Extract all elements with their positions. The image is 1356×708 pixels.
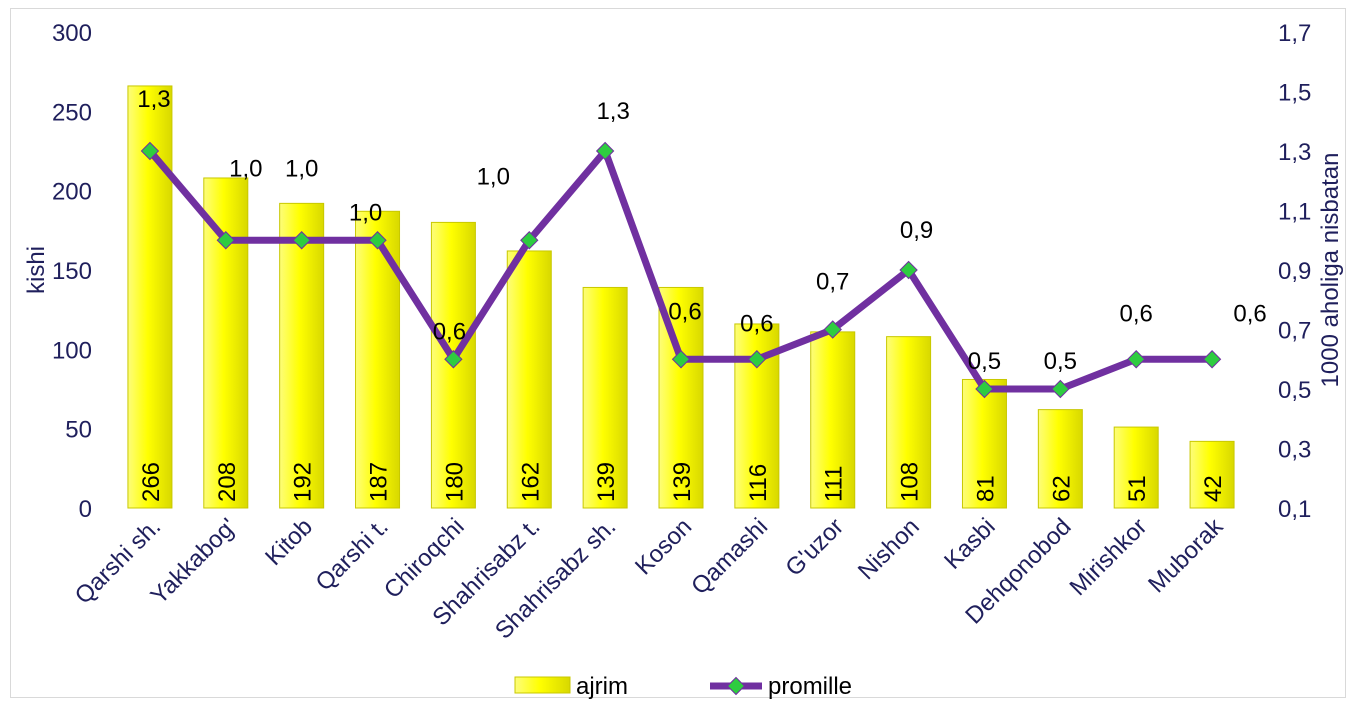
promille-point [140,141,160,161]
category-label: Kasbi [939,513,1001,575]
left-tick-label: 0 [79,496,92,523]
promille-point [520,231,539,250]
bar-value-label: 139 [669,462,696,502]
promille-value-label: 0,6 [668,298,701,325]
left-axis-title: kishi [23,246,50,294]
category-label: Kitob [260,513,318,571]
promille-value-label: 1,0 [285,155,318,182]
bar-value-label: 192 [290,462,317,502]
promille-point [1202,350,1222,369]
bar [961,378,1007,509]
left-tick-label: 300 [52,20,92,47]
promille-value-label: 1,0 [349,199,382,226]
bar-value-label: 42 [1200,475,1227,502]
category-label: Qamashi [686,513,773,600]
bar-value-label: 208 [214,462,241,502]
bar [582,286,628,509]
bar-value-label: 139 [593,462,620,502]
promille-value-label: 1,3 [596,98,629,125]
bar-value-label: 111 [821,466,848,502]
bar-labels: 266 208 192 187 180 162 139 139 116 111 108 81 62 51 4… [138,462,1227,502]
promille-value-label: 0,6 [740,310,773,337]
promille-point [444,350,463,369]
left-axis: 0 50 100 150 200 250 300 [52,20,92,523]
promille-point [292,231,311,250]
category-label: Muborak [1143,512,1229,598]
bar-value-label: 51 [1124,475,1151,502]
legend-label-ajrim: ajrim [576,673,628,700]
bar [1189,440,1235,509]
promille-point [1051,379,1070,399]
promille-value-label: 0,6 [1233,300,1266,327]
right-tick-label: 1,5 [1278,80,1311,107]
bar [279,202,325,509]
legend: ajrim promille [514,673,852,700]
promille-value-label: 1,0 [229,155,262,182]
left-tick-label: 250 [52,99,92,126]
category-label: Koson [630,513,697,580]
promille-point [216,231,235,250]
promille-value-label: 0,6 [433,318,466,345]
right-tick-label: 0,3 [1278,437,1311,464]
promille-point [823,320,842,339]
promille-value-label: 0,6 [1120,300,1153,327]
chart-frame [10,8,1346,698]
promille-value-label: 0,7 [816,269,849,296]
promille-value-label: 0,5 [1044,348,1077,375]
bar [506,250,552,509]
right-tick-label: 1,1 [1278,199,1311,226]
bar-series [127,85,1235,509]
promille-point [1127,350,1146,369]
right-tick-label: 1,7 [1278,20,1311,47]
left-tick-label: 200 [52,179,92,206]
right-axis-title: 1000 aholiga nisbatan [1317,153,1344,388]
right-tick-label: 0,7 [1278,318,1311,345]
left-tick-label: 150 [52,258,92,285]
bar-value-label: 187 [366,462,393,502]
bar [1113,426,1159,509]
legend-label-promille: promille [768,673,852,700]
right-tick-label: 0,5 [1278,377,1311,404]
promille-value-label: 0,9 [900,217,933,244]
bar [1037,409,1083,509]
left-tick-label: 50 [65,417,92,444]
promille-value-label: 1,3 [137,86,170,113]
bar-value-label: 266 [138,462,165,502]
bar-value-label: 180 [441,462,468,502]
promille-value-label: 0,5 [968,348,1001,375]
legend-marker-promille [726,676,746,696]
bar-value-label: 116 [745,464,772,502]
right-tick-label: 1,3 [1278,139,1311,166]
bar [886,336,932,509]
promille-point [368,231,387,250]
bar-value-label: 162 [517,462,544,502]
category-label: Mirishkor [1065,513,1153,601]
legend-swatch-ajrim [514,676,571,694]
line-series: 1,3 1,0 1,0 1,0 0,6 1,0 1,3 0,6 0,6 0,7 0,9 0,5 0,5 0… [137,86,1267,399]
category-label: Nishon [853,513,925,585]
promille-point [747,350,767,369]
bar-value-label: 62 [1048,475,1075,502]
promille-point [975,379,994,399]
promille-point [899,260,918,280]
promille-value-label: 1,0 [477,163,510,190]
bar-value-label: 81 [972,475,999,502]
category-label: G'uzor [780,513,849,582]
bar [810,331,856,509]
promille-point [671,350,691,369]
promille-point [595,141,615,161]
right-tick-label: 0,1 [1278,496,1311,523]
right-axis: 0,1 0,3 0,5 0,7 0,9 1,1 1,3 1,5 1,7 [1278,20,1311,523]
left-tick-label: 100 [52,337,92,364]
bar-value-label: 108 [897,462,924,502]
right-tick-label: 0,9 [1278,258,1311,285]
